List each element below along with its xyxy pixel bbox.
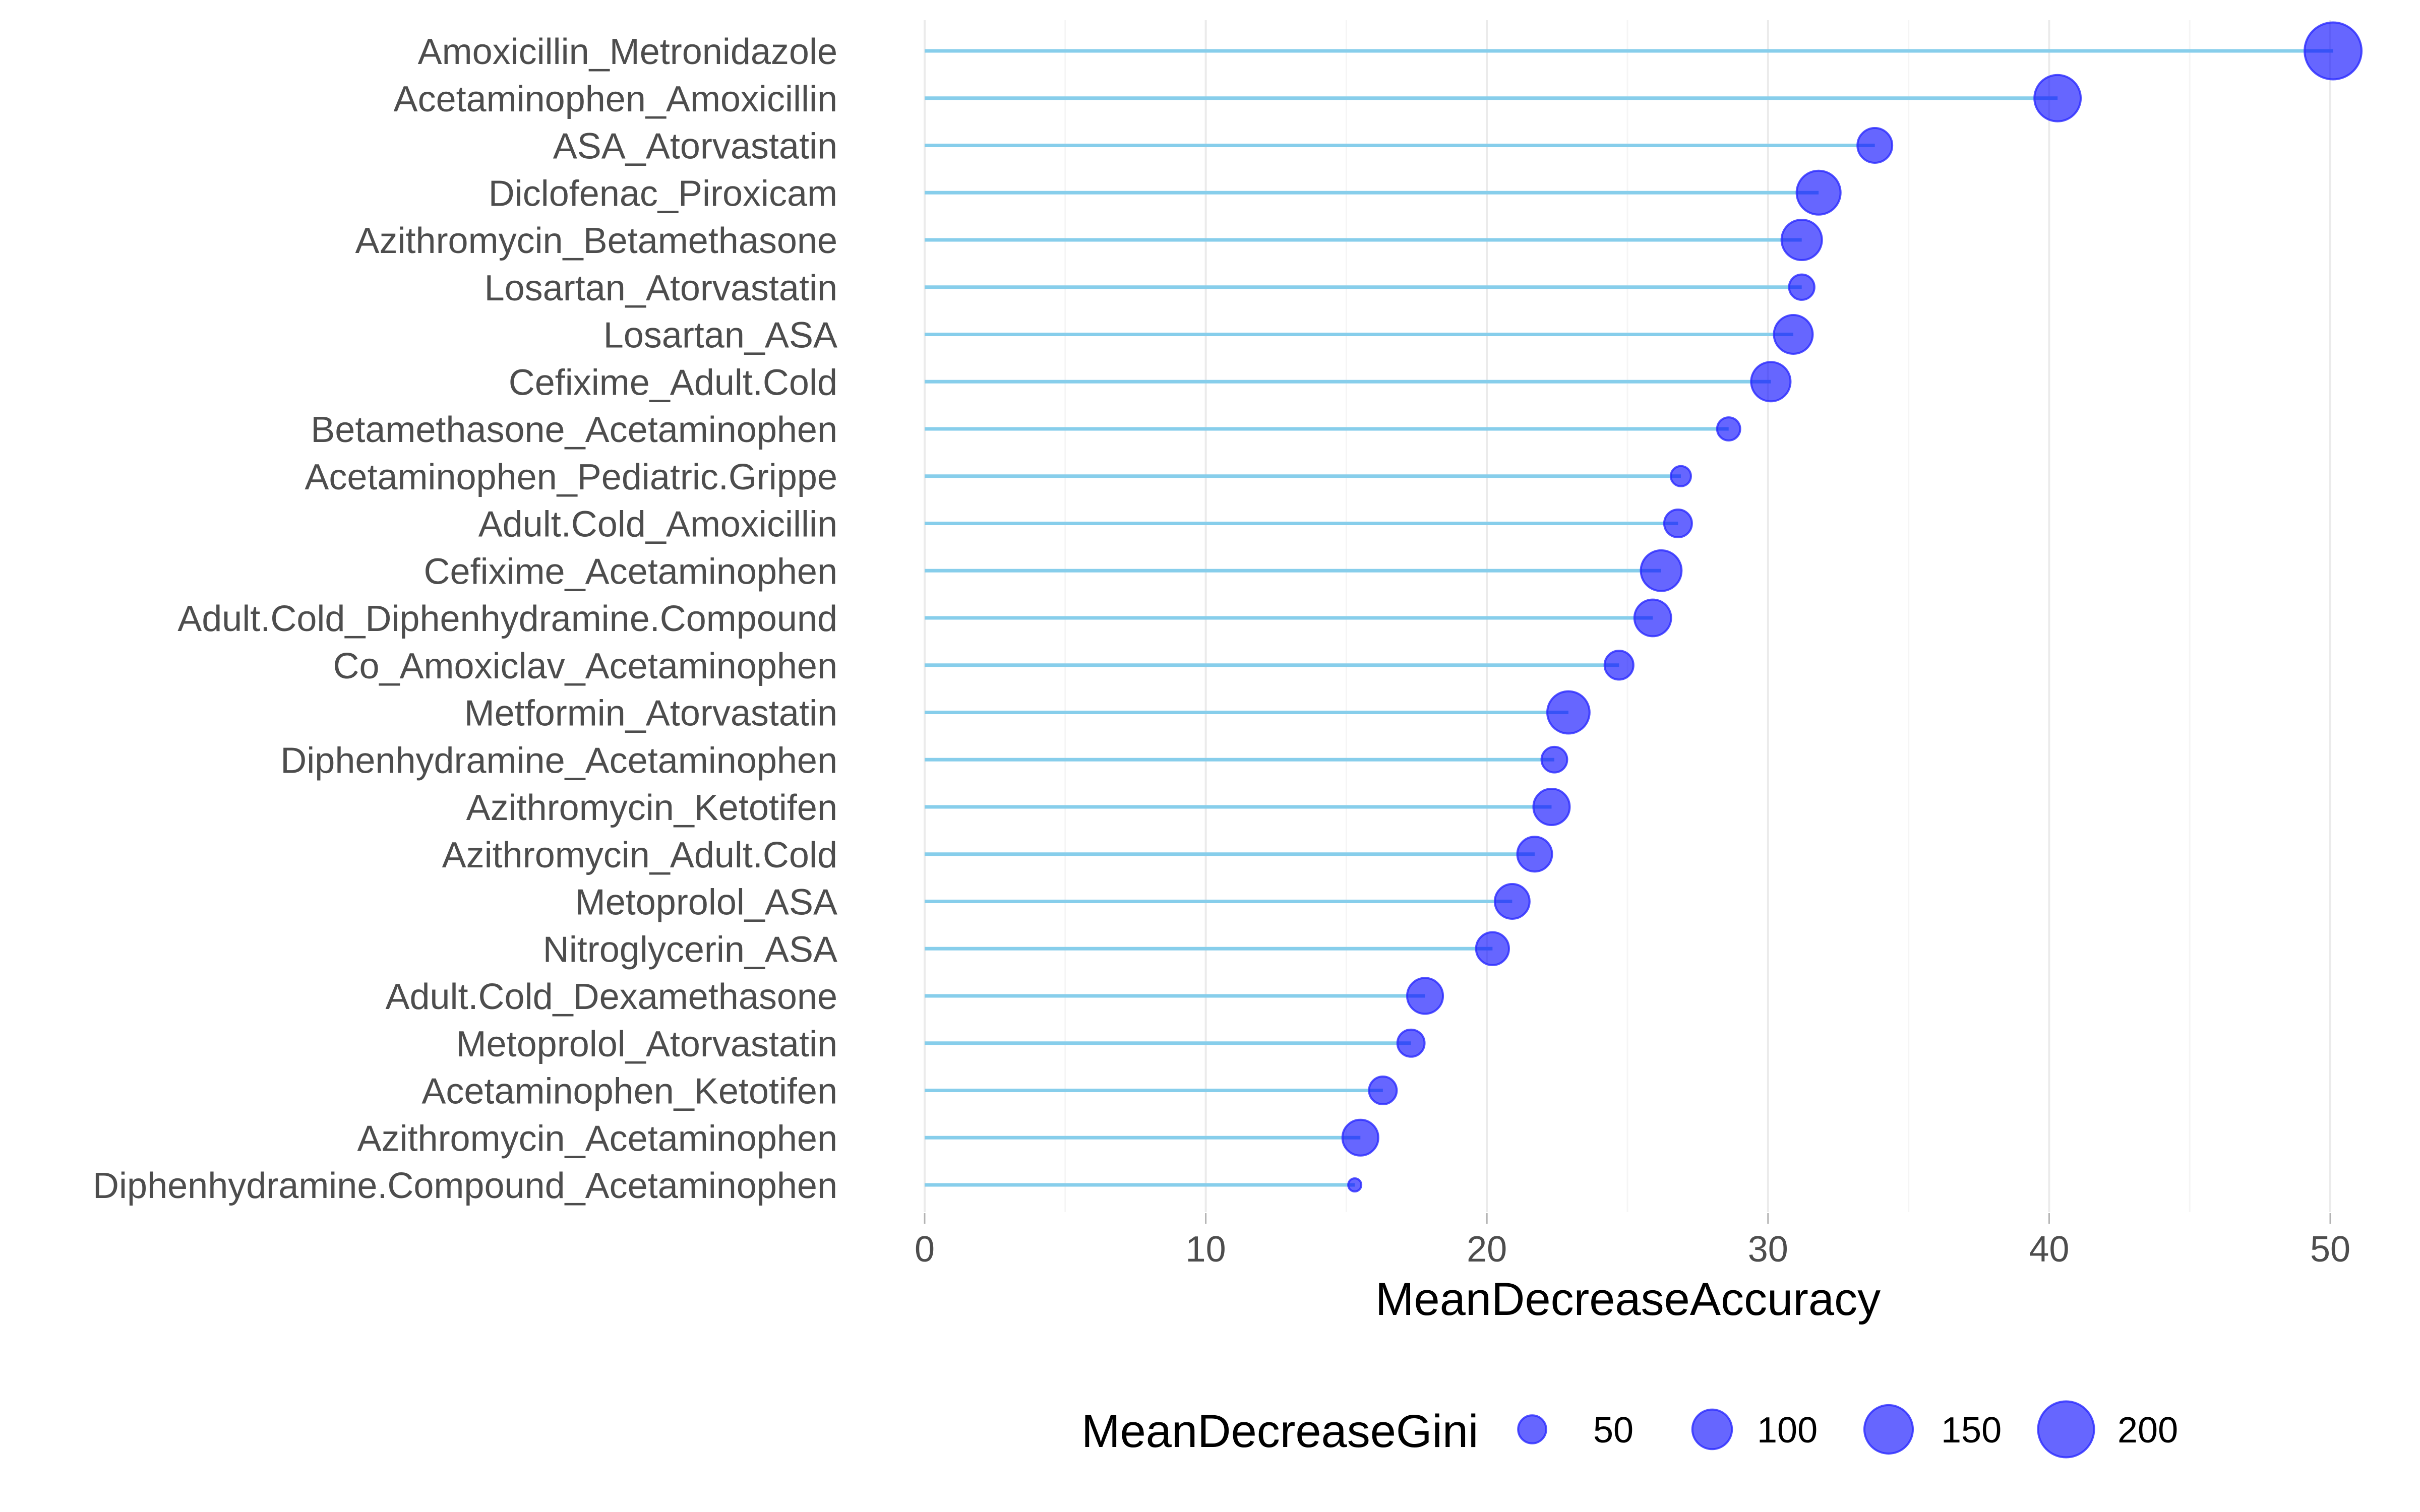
y-tick-label: Adult.Cold_Diphenhydramine.Compound bbox=[177, 599, 837, 639]
data-point bbox=[1633, 598, 1672, 638]
y-tick-label: Azithromycin_Betamethasone bbox=[355, 221, 838, 261]
y-tick-label: Azithromycin_Ketotifen bbox=[466, 788, 837, 828]
y-tick-label: Metoprolol_ASA bbox=[575, 883, 837, 923]
size-legend: MeanDecreaseGini 50 100 150 200 bbox=[1081, 1400, 2178, 1459]
data-point bbox=[1406, 977, 1444, 1015]
data-point bbox=[1788, 273, 1816, 301]
legend-title: MeanDecreaseGini bbox=[1081, 1406, 1478, 1457]
y-tick-label: Adult.Cold_Amoxicillin bbox=[478, 505, 837, 545]
y-tick-label: Diphenhydramine.Compound_Acetaminophen bbox=[93, 1166, 837, 1206]
x-axis-title: MeanDecreaseAccuracy bbox=[1375, 1274, 1881, 1325]
data-point bbox=[1773, 314, 1814, 355]
legend-key bbox=[1517, 1414, 1547, 1444]
x-tick-label: 40 bbox=[2029, 1229, 2069, 1270]
data-point bbox=[1532, 788, 1571, 826]
y-tick-label: Diclofenac_Piroxicam bbox=[489, 173, 837, 214]
points bbox=[1341, 21, 2363, 1193]
data-point bbox=[1780, 218, 1823, 262]
data-point bbox=[1663, 509, 1693, 538]
x-tick-label: 10 bbox=[1186, 1229, 1226, 1270]
data-point bbox=[1640, 549, 1683, 592]
data-point bbox=[1603, 650, 1635, 681]
data-point bbox=[1475, 931, 1510, 966]
legend-label: 200 bbox=[2118, 1410, 2178, 1451]
y-tick-label: Acetaminophen_Ketotifen bbox=[421, 1072, 837, 1112]
y-tick-label: Betamethasone_Acetaminophen bbox=[311, 410, 837, 450]
y-tick-label: Co_Amoxiclav_Acetaminophen bbox=[333, 646, 837, 686]
y-axis-labels: Amoxicillin_Metronidazole Acetaminophen_A… bbox=[93, 32, 837, 1206]
y-tick-label: Amoxicillin_Metronidazole bbox=[418, 32, 837, 72]
y-tick-label: Metoprolol_Atorvastatin bbox=[456, 1024, 837, 1064]
data-point bbox=[1493, 883, 1531, 920]
legend-key bbox=[1863, 1404, 1914, 1455]
y-tick-label: Nitroglycerin_ASA bbox=[543, 929, 837, 970]
y-tick-label: Adult.Cold_Dexamethasone bbox=[385, 977, 837, 1017]
y-tick-label: Azithromycin_Acetaminophen bbox=[357, 1118, 838, 1159]
data-point bbox=[1669, 465, 1692, 487]
y-tick-label: Metformin_Atorvastatin bbox=[464, 694, 837, 734]
legend-label: 100 bbox=[1757, 1410, 1818, 1451]
data-point bbox=[1347, 1177, 1363, 1193]
legend-key bbox=[2037, 1400, 2095, 1459]
legend-key bbox=[1691, 1408, 1733, 1451]
x-tick-label: 0 bbox=[915, 1229, 935, 1270]
y-tick-label: Acetaminophen_Pediatric.Grippe bbox=[305, 457, 837, 497]
data-point bbox=[1546, 690, 1591, 735]
data-point bbox=[1396, 1028, 1426, 1058]
x-tick-label: 20 bbox=[1467, 1229, 1507, 1270]
y-tick-label: Losartan_Atorvastatin bbox=[485, 268, 837, 308]
y-tick-label: ASA_Atorvastatin bbox=[553, 127, 837, 167]
legend-items: 50 100 150 200 bbox=[1517, 1400, 2178, 1459]
legend-label: 50 bbox=[1593, 1410, 1634, 1451]
y-tick-label: Acetaminophen_Amoxicillin bbox=[394, 79, 837, 119]
x-tick-label: 30 bbox=[1748, 1229, 1788, 1270]
data-point bbox=[2304, 21, 2363, 81]
data-point bbox=[1856, 127, 1894, 164]
y-tick-label: Diphenhydramine_Acetaminophen bbox=[280, 740, 837, 781]
x-tick-label: 50 bbox=[2310, 1229, 2350, 1270]
y-tick-label: Azithromycin_Adult.Cold bbox=[442, 835, 837, 875]
x-axis-ticks: 0 10 20 30 40 50 bbox=[915, 1213, 2350, 1270]
data-point bbox=[1341, 1118, 1379, 1157]
y-tick-label: Losartan_ASA bbox=[603, 316, 837, 356]
y-tick-label: Cefixime_Acetaminophen bbox=[424, 551, 837, 592]
data-point bbox=[1795, 169, 1842, 216]
stems bbox=[925, 49, 2333, 1187]
data-point bbox=[1750, 361, 1792, 403]
data-point bbox=[2033, 74, 2082, 122]
y-tick-label: Cefixime_Adult.Cold bbox=[509, 362, 837, 403]
data-point bbox=[1516, 836, 1553, 873]
data-point bbox=[1716, 416, 1741, 442]
data-point bbox=[1540, 745, 1568, 774]
legend-label: 150 bbox=[1941, 1410, 2002, 1451]
data-point bbox=[1368, 1076, 1398, 1105]
